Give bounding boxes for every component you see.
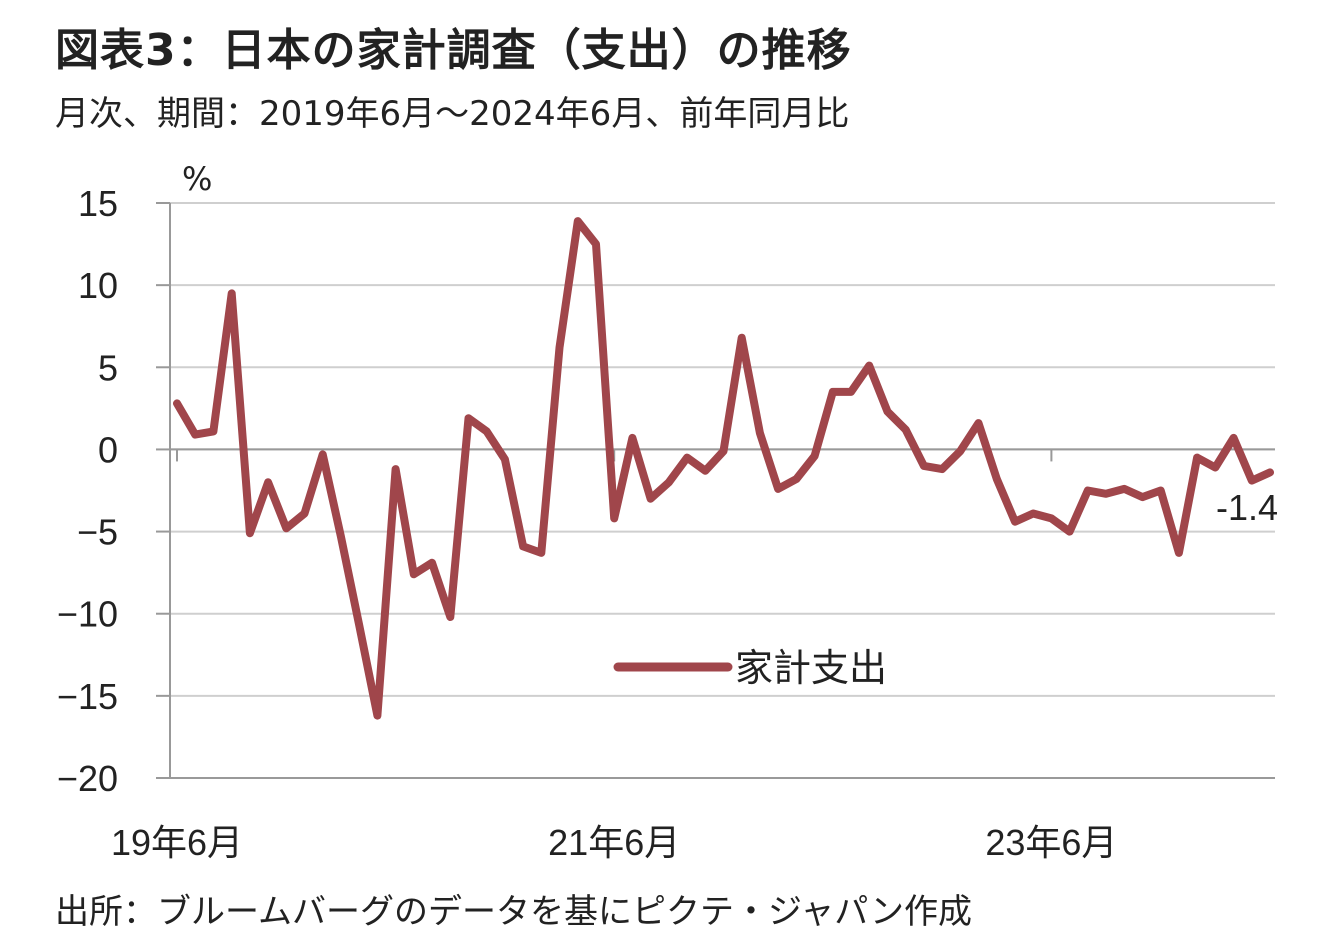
y-axis-unit: % [182,160,213,198]
y-tick-label: 10 [78,265,118,306]
chart-title: 図表3：日本の家計調査（支出）の推移 [55,25,852,76]
y-tick-label: 15 [78,183,118,224]
y-tick-label: −5 [77,512,118,553]
x-tick-label: 19年6月 [111,822,243,863]
y-tick-label: −20 [57,758,118,799]
x-axis: 19年6月 21年6月 23年6月 [111,448,1275,863]
series-line-household-spending [173,217,1274,720]
y-tick-label: 0 [98,429,118,470]
y-axis: 15 10 5 0 −5 −10 −15 −20 [57,183,171,799]
y-tick-label: −10 [57,594,118,635]
series-layer [173,217,1274,720]
legend-label: 家計支出 [735,646,887,690]
x-tick-label: 21年6月 [548,822,680,863]
y-tick-label: 5 [98,347,118,388]
y-tick-label: −15 [57,676,118,717]
x-tick-label: 23年6月 [985,822,1117,863]
chart-subtitle: 月次、期間：2019年6月～2024年6月、前年同月比 [55,94,850,134]
source-note: 出所：ブルームバーグのデータを基にピクテ・ジャパン作成 [55,892,972,932]
legend: 家計支出 [613,646,887,690]
end-value-label: -1.4 [1216,487,1278,528]
